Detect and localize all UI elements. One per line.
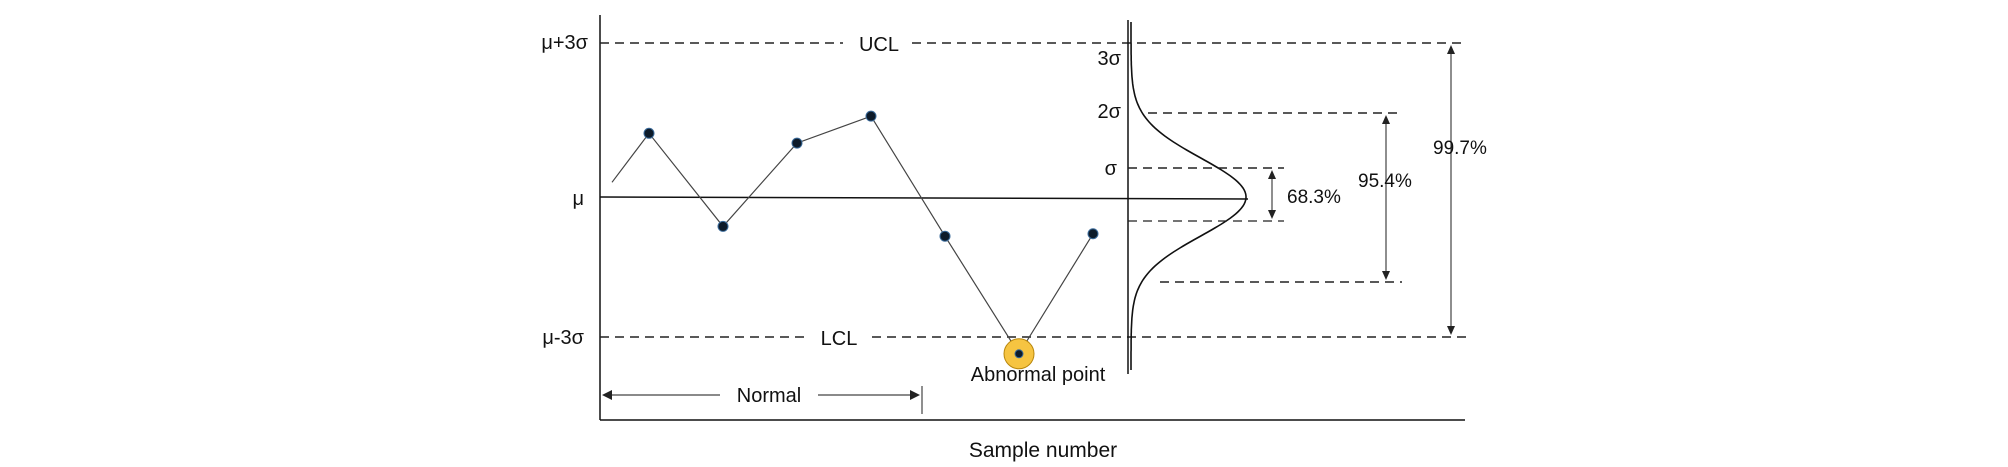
y-label-mean: μ xyxy=(572,188,584,210)
ucl-label: UCL xyxy=(859,34,899,56)
normal-range-arrowhead-left xyxy=(602,390,612,400)
mean-line xyxy=(599,196,1249,200)
coverage-99-arrowhead-bottom xyxy=(1447,326,1455,335)
abnormal-point-label: Abnormal point xyxy=(971,364,1106,386)
coverage-95-arrowhead-bottom xyxy=(1382,271,1390,280)
coverage-99-arrowhead-top xyxy=(1447,45,1455,54)
x-axis-label: Sample number xyxy=(969,439,1117,462)
data-point xyxy=(643,127,655,139)
normal-distribution-curve xyxy=(1130,22,1247,370)
y-label-lower: μ-3σ xyxy=(542,327,584,349)
abnormal-data-point xyxy=(1014,349,1024,359)
coverage-68-arrowhead-top xyxy=(1268,170,1276,179)
coverage-68-arrowhead-bottom xyxy=(1268,210,1276,219)
sigma-label-1: σ xyxy=(1105,158,1118,180)
coverage-95-label: 95.4% xyxy=(1358,171,1412,192)
sample-series-line xyxy=(611,115,1094,355)
sigma-label-3: 3σ xyxy=(1098,48,1122,70)
normal-range-arrowhead-right xyxy=(910,390,920,400)
y-label-upper: μ+3σ xyxy=(541,32,588,54)
data-point xyxy=(939,230,951,242)
sigma-label-2: 2σ xyxy=(1098,101,1122,123)
normal-range-label: Normal xyxy=(737,385,801,407)
data-point xyxy=(1087,228,1099,240)
data-point xyxy=(791,137,803,149)
data-point xyxy=(717,220,729,232)
coverage-68-label: 68.3% xyxy=(1287,187,1341,208)
data-point xyxy=(865,110,877,122)
coverage-99-label: 99.7% xyxy=(1433,138,1487,159)
lcl-label: LCL xyxy=(821,328,858,350)
coverage-95-arrowhead-top xyxy=(1382,115,1390,124)
